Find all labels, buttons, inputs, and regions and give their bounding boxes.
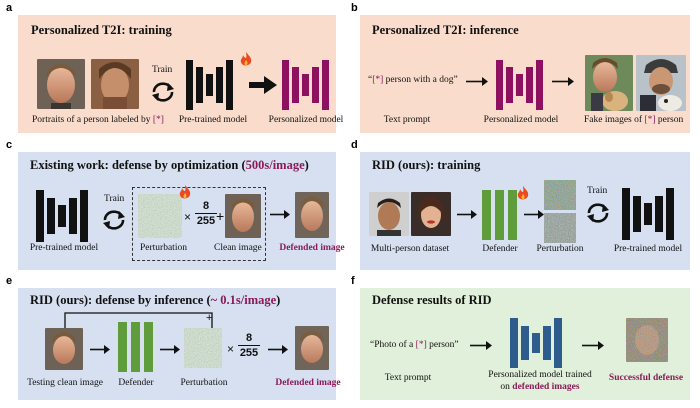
defended-image [295, 326, 329, 370]
arrow-right-icon [160, 345, 180, 354]
train-label: Train [587, 186, 608, 196]
caption-text-prompt: Text prompt [384, 373, 432, 383]
perturbation-noise [138, 194, 182, 238]
refresh-icon [149, 81, 177, 103]
defender-model-icon [118, 322, 154, 372]
optimization-box [132, 187, 266, 261]
clean-image [225, 194, 261, 238]
refresh-icon [100, 209, 128, 231]
caption-pretrained: Pre-trained model [178, 115, 248, 125]
panel-d-title: RID (ours): training [372, 158, 481, 172]
caption-defended: Defended image [279, 243, 345, 253]
caption-portraits: Portraits of a person labeled by [*] [32, 115, 164, 125]
caption-defender: Defender [482, 244, 518, 254]
perturbation-noise-1 [544, 180, 576, 210]
arrow-right-icon [524, 210, 544, 219]
epsilon-fraction: 8 255 [238, 332, 260, 359]
caption-personalized: Personalized model [483, 115, 559, 125]
pretrained-model-icon [186, 60, 240, 110]
caption-defender: Defender [118, 378, 154, 388]
caption-success: Successful defense [608, 373, 684, 383]
arrow-right-icon [249, 76, 277, 94]
prompt-text: “[*] person with a dog” [368, 75, 458, 85]
portrait-face-2 [91, 59, 139, 109]
dataset-face-1 [369, 192, 409, 236]
fake-image-1 [585, 55, 633, 111]
testing-clean-image [45, 328, 83, 370]
portrait-face-1 [37, 59, 85, 109]
panel-c-title: Existing work: defense by optimization (… [30, 158, 309, 172]
arrow-right-icon [470, 341, 492, 350]
arrow-right-icon [552, 77, 574, 86]
arrow-right-icon [466, 77, 488, 86]
caption-pretrained: Pre-trained model [29, 243, 99, 253]
personalized-model-icon [510, 318, 562, 368]
personalized-model-icon [282, 60, 330, 110]
caption-dataset: Multi-person dataset [370, 244, 450, 254]
fire-icon [517, 186, 529, 201]
panel-b-label: b [351, 2, 358, 14]
arrow-right-icon [270, 210, 290, 219]
defended-image [295, 192, 329, 238]
successful-defense-image [626, 318, 668, 362]
panel-e-label: e [6, 275, 13, 287]
panel-e: RID (ours): defense by inference (~ 0.1s… [18, 288, 341, 400]
panel-b-title: Personalized T2I: inference [372, 23, 519, 37]
fire-icon [179, 185, 191, 200]
caption-model-line2: on defended images [500, 382, 580, 392]
times-symbol: × [184, 210, 192, 224]
pretrained-model-icon [622, 188, 678, 240]
caption-personalized: Personalized model [268, 115, 344, 125]
dataset-face-2 [411, 192, 451, 236]
personalized-model-icon [496, 60, 544, 110]
refresh-icon [584, 202, 612, 224]
caption-pretrained: Pre-trained model [613, 244, 683, 254]
panel-d: RID (ours): training Train Multi-person … [360, 152, 690, 270]
panel-e-title: RID (ours): defense by inference (~ 0.1s… [30, 293, 281, 307]
arrow-right-icon [268, 345, 288, 354]
caption-perturbation: Perturbation [140, 243, 187, 253]
times-symbol: × [227, 342, 235, 356]
arrow-right-icon [457, 210, 477, 219]
train-label: Train [152, 65, 173, 75]
caption-defended: Defended image [275, 378, 341, 388]
panel-f-label: f [351, 275, 355, 287]
fire-icon [240, 52, 252, 67]
panel-f-title: Defense results of RID [372, 293, 492, 307]
panel-f: Defense results of RID “Photo of a [*] p… [360, 288, 690, 400]
caption-text-prompt: Text prompt [383, 115, 431, 125]
caption-clean: Clean image [214, 243, 262, 253]
arrow-right-icon [582, 341, 604, 350]
skip-connection-line [64, 312, 214, 334]
defender-model-icon [482, 190, 518, 240]
caption-perturbation: Perturbation [180, 378, 228, 388]
caption-model-line1: Personalized model trained [488, 370, 592, 380]
panel-a-title: Personalized T2I: training [31, 23, 172, 37]
panel-c: Existing work: defense by optimization (… [18, 152, 345, 270]
panel-a-label: a [6, 2, 13, 14]
panel-c-label: c [6, 139, 13, 151]
panel-b: Personalized T2I: inference “[*] person … [360, 15, 690, 133]
plus-symbol: + [206, 312, 213, 324]
perturbation-noise [184, 328, 222, 368]
perturbation-noise-2 [544, 213, 576, 243]
train-label: Train [104, 194, 125, 204]
caption-perturbation: Perturbation [536, 244, 584, 254]
caption-fake-images: Fake images of [*] person [584, 115, 684, 125]
plus-symbol: + [216, 208, 225, 224]
caption-testing: Testing clean image [27, 378, 103, 388]
panel-d-label: d [351, 139, 358, 151]
arrow-right-icon [90, 345, 110, 354]
fake-image-2 [636, 55, 686, 111]
prompt-text: “Photo of a [*] person” [370, 340, 459, 350]
pretrained-model-icon [36, 190, 94, 242]
panel-a: Personalized T2I: training Train Portrai… [18, 15, 343, 133]
epsilon-fraction: 8 255 [195, 200, 217, 227]
